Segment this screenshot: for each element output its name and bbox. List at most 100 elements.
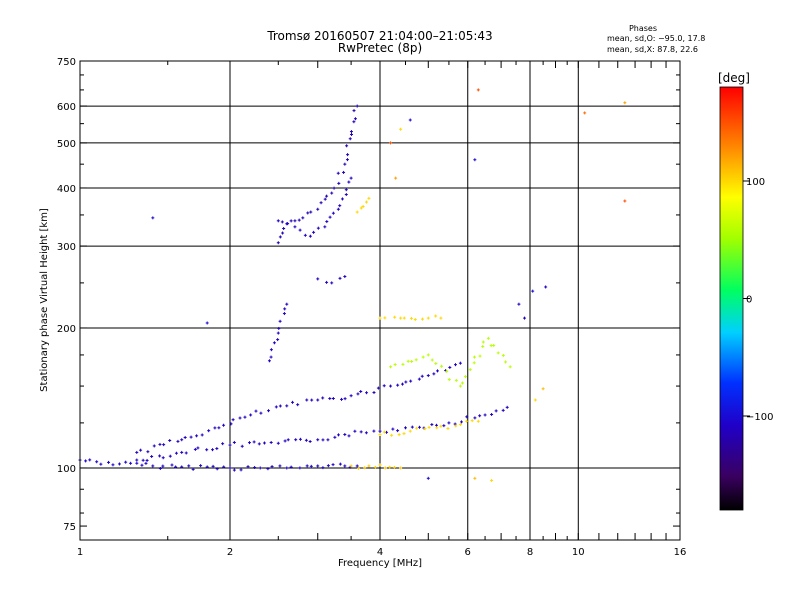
trace-point [323, 225, 327, 229]
trace-point [270, 465, 274, 469]
trace-point [331, 397, 335, 401]
trace-point [200, 433, 204, 437]
trace-point [432, 372, 436, 376]
trace-point [399, 316, 403, 320]
trace-point [211, 464, 215, 468]
trace-point [478, 414, 482, 418]
trace-point [353, 117, 357, 121]
trace-point [355, 104, 359, 108]
trace-point [434, 362, 438, 366]
trace-point [282, 227, 286, 231]
y-tick-label: 100 [57, 464, 76, 475]
trace-point [460, 381, 464, 385]
trace-point [129, 461, 133, 465]
trace-point [440, 364, 444, 368]
trace-point [349, 464, 353, 468]
trace-point [189, 435, 193, 439]
trace-point [205, 465, 209, 469]
trace-point [310, 398, 314, 402]
trace-point [180, 438, 184, 442]
trace-point [414, 358, 418, 362]
x-tick-label: 8 [527, 547, 533, 558]
trace-point [205, 448, 209, 452]
trace-point [347, 434, 351, 438]
y-tick-label: 200 [57, 324, 76, 335]
trace-point [446, 427, 450, 431]
trace-point [376, 386, 380, 390]
trace-point [343, 275, 347, 279]
trace-point [272, 341, 276, 345]
trace-point [141, 458, 145, 462]
scatter-point [399, 127, 403, 131]
trace-point [345, 158, 349, 162]
trace-point [361, 204, 365, 208]
trace-point [180, 465, 184, 469]
x-tick-label: 6 [465, 547, 471, 558]
trace-point [316, 398, 320, 402]
trace-point [338, 204, 342, 208]
trace-point [124, 460, 128, 464]
trace-point [326, 438, 330, 442]
trace-point [439, 316, 443, 320]
trace-point [505, 405, 509, 409]
trace-point [464, 375, 468, 379]
trace-point [309, 210, 313, 214]
trace-point [409, 316, 413, 320]
trace-point [325, 280, 329, 284]
axis-ticks: 1 2 4 6 8 10 16 75 100 200 300 400 500 600 750 [57, 57, 686, 558]
trace-point [476, 419, 480, 423]
trace-point [312, 230, 316, 234]
trace-point [170, 463, 174, 467]
trace-point [460, 420, 464, 424]
trace-point [343, 464, 347, 468]
trace-point [269, 348, 273, 352]
trace-point [158, 454, 162, 458]
trace-point [364, 431, 368, 435]
trace-point [399, 466, 403, 470]
trace-point [349, 130, 353, 134]
trace-point [174, 451, 178, 455]
trace-point [501, 353, 505, 357]
trace-point [435, 369, 439, 373]
scatter-point [623, 101, 627, 105]
trace-point [252, 440, 256, 444]
trace-point [396, 429, 400, 433]
trace-point [481, 340, 485, 344]
trace-point [453, 422, 457, 426]
trace-point [285, 404, 289, 408]
trace-point [333, 435, 337, 439]
trace-point [207, 429, 211, 433]
trace-point [135, 458, 139, 462]
trace-point [298, 228, 302, 232]
trace-point [243, 415, 247, 419]
colorbar-tick-label: 100 [746, 177, 765, 188]
trace-point [489, 344, 493, 348]
phases-heading: Phases [629, 24, 657, 33]
trace-point [308, 234, 312, 238]
trace-point [430, 358, 434, 362]
trace-point [308, 440, 312, 444]
trace-point [409, 379, 413, 383]
scatter-point [394, 176, 398, 180]
trace-point [421, 355, 425, 359]
trace-point [388, 465, 392, 469]
trace-point [356, 392, 360, 396]
trace-point [146, 450, 150, 454]
trace-point [415, 426, 419, 430]
trace-point [391, 427, 395, 431]
trace-point [417, 377, 421, 381]
scatter-point [490, 478, 494, 482]
trace-point [458, 361, 462, 365]
trace-point [378, 316, 382, 320]
trace-point [430, 423, 434, 427]
trace-point [321, 466, 325, 470]
trace-point [353, 429, 357, 433]
colorbar-tick-label: 0 [746, 295, 752, 306]
trace-point [285, 302, 289, 306]
trace-point [298, 437, 302, 441]
trace-point [389, 384, 393, 388]
trace-point [257, 442, 261, 446]
trace-point [359, 430, 363, 434]
trace-point [99, 462, 103, 466]
trace-point [316, 464, 320, 468]
